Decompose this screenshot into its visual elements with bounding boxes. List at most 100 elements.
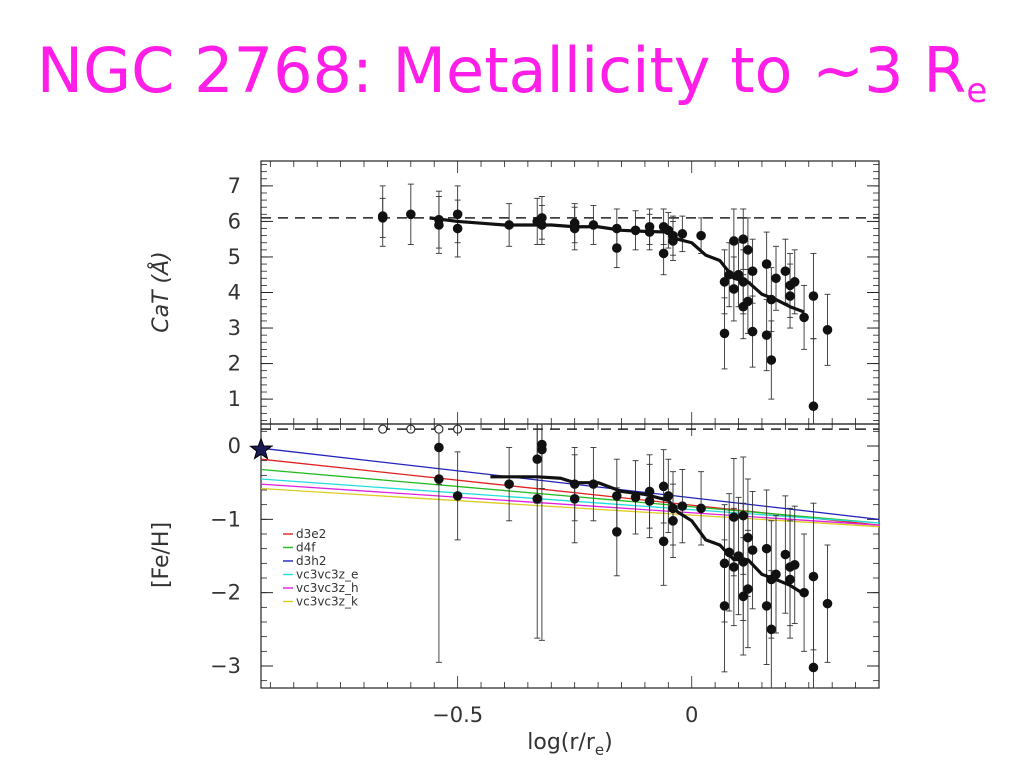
feh-star-marker <box>249 437 273 460</box>
feh-open-point <box>378 424 388 434</box>
cat-data-points <box>377 209 833 412</box>
cat-data-point <box>766 355 777 365</box>
cat-data-point <box>747 326 758 337</box>
feh-data-point <box>729 562 739 572</box>
feh-data-point <box>822 598 833 609</box>
feh-data-point <box>724 547 734 558</box>
feh-data-point <box>532 494 543 504</box>
cat-y-tick-label: 6 <box>228 209 241 233</box>
slide-title-subscript: e <box>966 71 988 111</box>
x-tick-label: −0.5 <box>432 703 483 727</box>
feh-data-point <box>569 494 580 504</box>
cat-data-point <box>738 234 749 244</box>
feh-data-point <box>537 444 547 455</box>
feh-data-point <box>789 560 800 570</box>
cat-data-point <box>789 277 800 287</box>
cat-data-point <box>434 220 444 230</box>
cat-y-tick-label: 3 <box>228 316 241 340</box>
cat-data-point <box>612 243 622 253</box>
feh-data-point <box>747 545 758 555</box>
legend-label: vc3vc3z_h <box>296 581 359 595</box>
cat-data-point <box>761 259 772 269</box>
feh-data-point <box>677 501 688 511</box>
feh-data-point <box>738 591 749 602</box>
cat-data-point <box>452 223 463 234</box>
x-axis-label-sub: e <box>595 741 604 759</box>
cat-data-point <box>696 230 706 241</box>
feh-data-point <box>658 481 669 492</box>
cat-data-point <box>729 284 739 294</box>
feh-data-point <box>532 454 543 465</box>
cat-profile-line <box>429 216 805 314</box>
feh-y-axis-label: [Fe/H] <box>149 522 174 588</box>
model-line-d4f <box>260 468 880 524</box>
cat-y-tick-label: 1 <box>228 387 241 411</box>
feh-open-point <box>434 424 444 434</box>
cat-panel-frame <box>260 160 880 425</box>
cat-data-point <box>537 213 547 223</box>
feh-data-point <box>504 479 514 489</box>
feh-data-point <box>434 442 444 453</box>
model-line-vc3vc3z_h <box>260 483 880 526</box>
feh-data-point <box>780 549 791 560</box>
feh-data-point <box>766 624 777 635</box>
feh-data-point <box>738 510 749 521</box>
cat-data-point <box>719 277 730 287</box>
feh-data-point <box>644 496 655 506</box>
cat-data-point <box>780 266 791 276</box>
feh-y-tick-label: −2 <box>210 581 241 605</box>
x-ticks: −0.5 0 <box>269 161 880 727</box>
cat-data-point <box>808 291 819 301</box>
feh-data-point <box>719 601 730 611</box>
cat-data-point <box>799 312 809 323</box>
model-line-vc3vc3z_k <box>260 487 880 528</box>
cat-data-point <box>822 325 833 335</box>
cat-data-point <box>719 328 730 339</box>
cat-data-point <box>406 209 416 220</box>
model-line-vc3vc3z_e <box>260 478 880 524</box>
x-tick-label: 0 <box>685 703 698 727</box>
slide-title: NGC 2768: Metallicity to ~3 Re <box>0 40 1024 111</box>
slide-title-text: NGC 2768: Metallicity to ~3 R <box>36 34 967 107</box>
feh-data-point <box>743 584 753 594</box>
cat-data-point <box>733 269 744 280</box>
feh-data-point <box>696 503 706 514</box>
feh-panel: 0 −1 −2 −3 d3e2d4fd3h2vc3vc3z_evc3vc3z_hvc3… <box>149 161 880 759</box>
cat-y-tick-label: 4 <box>228 281 241 305</box>
legend-label: d4f <box>296 541 316 555</box>
feh-data-point <box>668 516 678 526</box>
feh-data-point <box>761 601 772 611</box>
cat-panel: 1 2 3 4 5 6 7 CaT (Å) <box>147 160 880 425</box>
cat-y-tick-label: 5 <box>228 245 241 269</box>
feh-profile-line <box>490 475 805 596</box>
feh-profile <box>490 475 805 596</box>
x-axis-label: log(r/re) <box>527 730 612 759</box>
cat-data-point <box>658 248 669 259</box>
feh-y-tick-label: −1 <box>210 507 241 531</box>
legend-label: vc3vc3z_k <box>296 595 358 609</box>
legend-label: vc3vc3z_e <box>296 568 358 582</box>
feh-data-point <box>808 662 819 673</box>
cat-data-point <box>785 291 795 301</box>
cat-data-point <box>808 401 819 412</box>
cat-data-point <box>377 213 388 223</box>
cat-data-point <box>452 209 463 220</box>
cat-data-point <box>761 330 772 340</box>
cat-data-point <box>771 273 781 284</box>
feh-data-point <box>808 571 819 582</box>
legend-label: d3e2 <box>296 527 326 541</box>
cat-data-point <box>743 296 753 307</box>
cat-y-ticks: 1 2 3 4 5 6 7 <box>228 164 879 421</box>
feh-data-points <box>434 439 833 673</box>
feh-panel-frame <box>260 423 880 689</box>
cat-data-point <box>747 266 758 276</box>
cat-y-axis-label: CaT (Å) <box>147 251 174 333</box>
feh-y-ticks: 0 −1 −2 −3 <box>210 430 879 682</box>
feh-data-point <box>434 474 444 484</box>
cat-y-tick-label: 7 <box>228 174 241 198</box>
feh-data-point <box>452 491 463 501</box>
feh-y-tick-label: 0 <box>228 434 241 458</box>
feh-model-lines <box>260 447 880 528</box>
